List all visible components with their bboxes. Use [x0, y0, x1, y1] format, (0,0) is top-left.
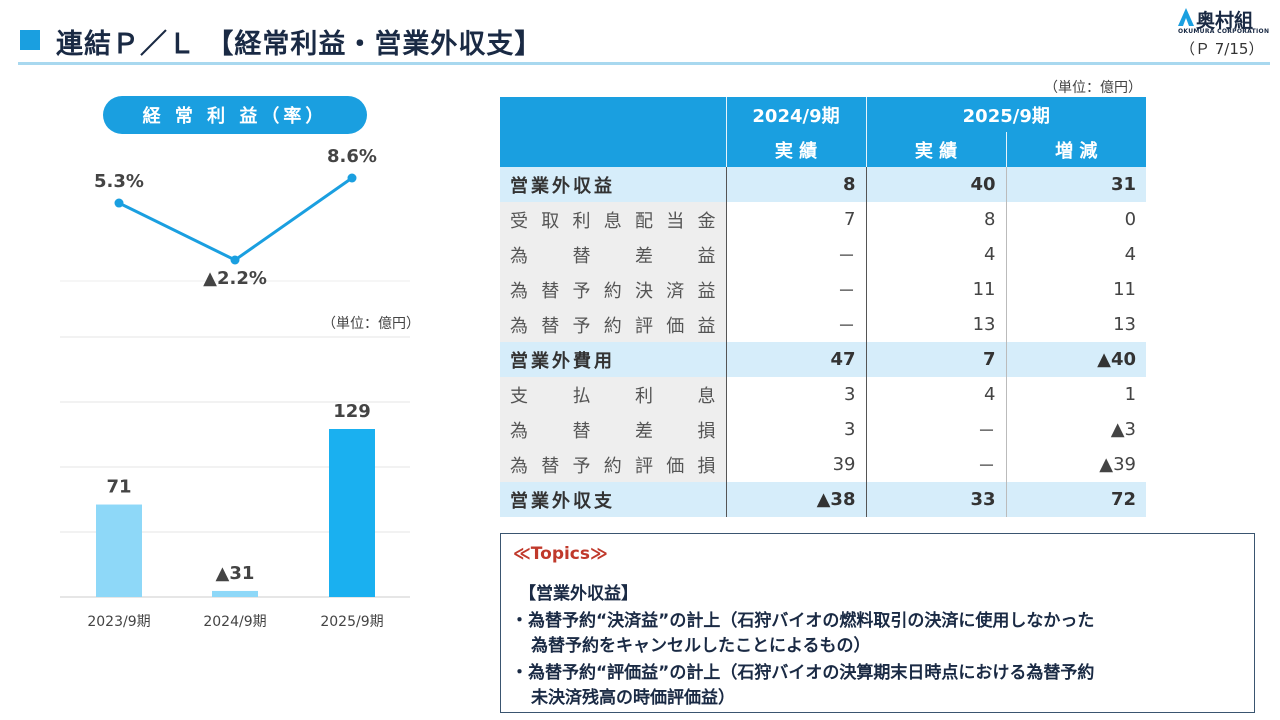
cell-2025: 4: [865, 377, 1006, 412]
cell-2025: 40: [865, 167, 1006, 202]
table-row: 為替予約評価損 39 － ▲39: [500, 447, 1147, 482]
cell-2025: 8: [865, 202, 1006, 237]
row-label: 為替差益: [500, 237, 726, 272]
table-section-row: 営業外収益 8 40 31: [500, 167, 1147, 202]
cell-2024: －: [725, 237, 866, 272]
table-subheader-row: 実 績 実 績 増 減: [500, 132, 1147, 167]
bar-category-label: 2025/9期: [320, 614, 383, 630]
topic-bullet-2-cont: 未決済残高の時価評価益）: [531, 688, 735, 708]
logo-subtitle: OKUMURA CORPORATION: [1178, 28, 1270, 35]
cell-2024: －: [725, 272, 866, 307]
bar: [212, 590, 258, 597]
topic-bullet-2: ・為替予約“評価益”の計上（石狩バイオの決算期末日時点における為替予約: [511, 663, 1095, 683]
cell-2025: －: [865, 447, 1006, 482]
subheader-blank: [500, 132, 726, 167]
chart-pill-label: 経 常 利 益（率）: [103, 96, 367, 134]
table-section-row: 営業外費用 47 7 ▲40: [500, 342, 1147, 377]
bar-data-label: 129: [333, 401, 371, 422]
logo-name: 奥村組: [1196, 10, 1254, 32]
cell-2024: 47: [725, 342, 866, 377]
table-row: 為替差益－ 4 4: [500, 237, 1147, 272]
cell-2024: －: [725, 307, 866, 342]
topics-subheading: 【営業外収益】: [519, 584, 638, 604]
cell-2024: ▲38: [725, 482, 866, 517]
topics-box: ≪Topics≫ 【営業外収益】 ・為替予約“決済益”の計上（石狩バイオの燃料取…: [500, 533, 1255, 713]
table-row: 為替差損 3 － ▲3: [500, 412, 1147, 447]
cell-change: ▲3: [1005, 412, 1147, 447]
subheader-actual-2024: 実 績: [725, 132, 866, 167]
cell-2024: 8: [725, 167, 866, 202]
topic-bullet-1: ・為替予約“決済益”の計上（石狩バイオの燃料取引の決済に使用しなかった: [511, 611, 1095, 631]
cell-2025: 4: [865, 237, 1006, 272]
bar: [96, 504, 142, 597]
line-point: [347, 173, 357, 183]
table-row: 為替予約評価益－ 13 13: [500, 307, 1147, 342]
cell-change: 31: [1005, 167, 1147, 202]
cell-2024: 3: [725, 377, 866, 412]
row-label: 営業外費用: [500, 342, 726, 377]
bar-data-label: ▲31: [216, 563, 255, 584]
topic-bullet-1-cont: 為替予約をキャンセルしたことによるもの）: [531, 636, 871, 656]
header-2025: 2025/9期: [865, 97, 1147, 132]
cell-2024: 3: [725, 412, 866, 447]
subheader-actual-2025: 実 績: [865, 132, 1006, 167]
line-series: [118, 176, 353, 262]
line-point: [230, 255, 240, 265]
row-label: 為替予約決済益: [500, 272, 726, 307]
page-title: 連結Ｐ／Ｌ 【経常利益・営業外収支】: [56, 29, 543, 60]
company-logo: 奥村組 OKUMURA CORPORATION: [1176, 6, 1270, 36]
table-row: 為替予約決済益－ 11 11: [500, 272, 1147, 307]
cell-change: 1: [1005, 377, 1147, 412]
bar-category-label: 2024/9期: [203, 614, 266, 630]
page-number: （Ｐ 7/15）: [1180, 40, 1264, 58]
table-section-row: 営業外収支 ▲38 33 72: [500, 482, 1147, 517]
cell-2024: 7: [725, 202, 866, 237]
cell-2025: 7: [865, 342, 1006, 377]
cell-change: ▲39: [1005, 447, 1147, 482]
line-data-label: 8.6%: [327, 146, 377, 167]
row-label: 営業外収支: [500, 482, 726, 517]
title-underline: [18, 62, 1270, 65]
left-unit-label: （単位：億円）: [322, 316, 420, 332]
row-label: 為替差損: [500, 412, 726, 447]
cell-change: 11: [1005, 272, 1147, 307]
cell-2025: 11: [865, 272, 1006, 307]
line-data-label: 5.3%: [94, 171, 144, 192]
cell-change: 13: [1005, 307, 1147, 342]
line-data-label: ▲2.2%: [203, 268, 267, 289]
table-row: 支払利息 3 4 1: [500, 377, 1147, 412]
bar-data-label: 71: [106, 477, 131, 498]
bar-category-label: 2023/9期: [87, 614, 150, 630]
cell-change: 0: [1005, 202, 1147, 237]
row-label: 営業外収益: [500, 167, 726, 202]
line-point: [114, 198, 124, 208]
row-label: 受取利息配当金: [500, 202, 726, 237]
cell-2025: 33: [865, 482, 1006, 517]
cell-change: ▲40: [1005, 342, 1147, 377]
row-label: 為替予約評価益: [500, 307, 726, 342]
header-blank: [500, 97, 726, 132]
cell-2025: 13: [865, 307, 1006, 342]
non-operating-table: 2024/9期 2025/9期 実 績 実 績 増 減 営業外収益 8 40 31 受取…: [500, 97, 1147, 517]
topics-heading: ≪Topics≫: [513, 544, 608, 564]
cell-change: 4: [1005, 237, 1147, 272]
header-2024: 2024/9期: [725, 97, 866, 132]
cell-2024: 39: [725, 447, 866, 482]
left-charts: 5.3% ▲2.2% 8.6% 71 2023/9期 ▲31 2024/9期 129 2025/…: [60, 146, 410, 630]
title-marker: [20, 30, 40, 50]
logo-mark-icon: [1178, 8, 1194, 26]
cell-change: 72: [1005, 482, 1147, 517]
table-row: 受取利息配当金 7 8 0: [500, 202, 1147, 237]
row-label: 支払利息: [500, 377, 726, 412]
cell-2025: －: [865, 412, 1006, 447]
subheader-change: 増 減: [1005, 132, 1147, 167]
row-label: 為替予約評価損: [500, 447, 726, 482]
bar: [329, 429, 375, 597]
table-header-row: 2024/9期 2025/9期: [500, 97, 1147, 132]
table-unit-label: （単位：億円）: [1044, 80, 1142, 96]
